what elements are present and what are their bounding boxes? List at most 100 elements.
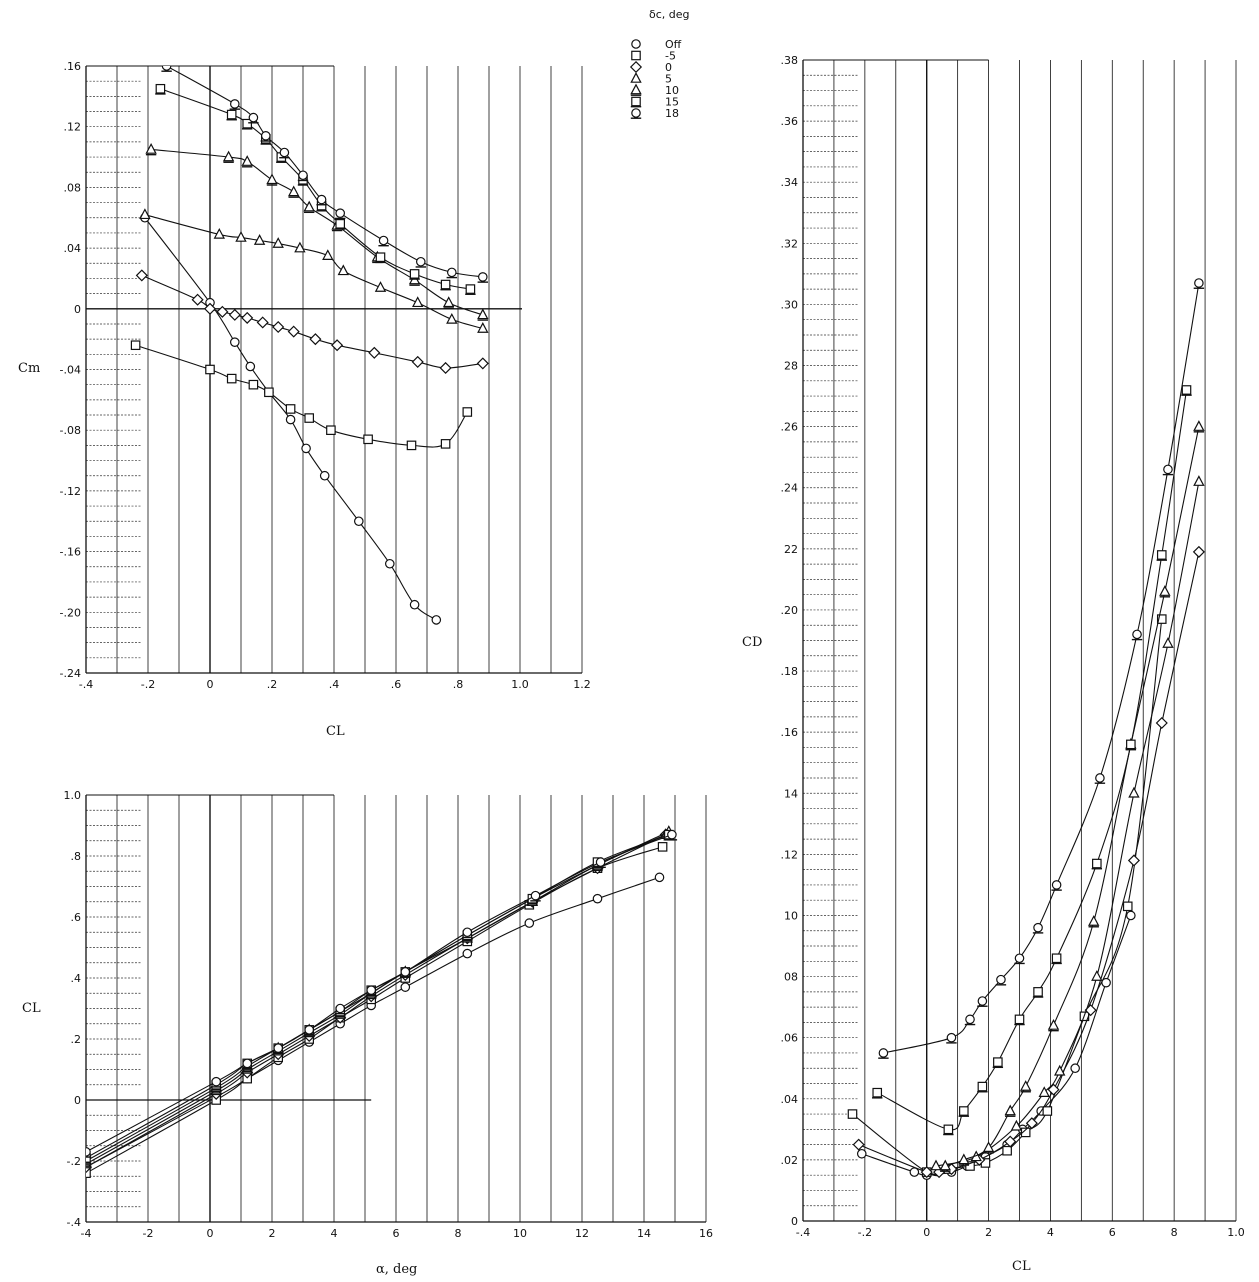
cd-point-15: [1032, 987, 1044, 998]
cm-point-10: [303, 200, 315, 214]
legend-label-0: 0: [665, 61, 672, 74]
cd-ytick-label: .38: [781, 54, 799, 67]
cl-point-18: [462, 927, 473, 939]
cm-point-18: [297, 170, 309, 182]
cd-point-0: [933, 1166, 946, 1179]
cl-xtick-label: 10: [513, 1227, 527, 1240]
cd-point-15: [992, 1057, 1004, 1069]
cm-point-18: [316, 194, 327, 206]
cl-point-18: [595, 857, 606, 868]
cm-point-5: [205, 364, 215, 375]
cd-xtick-label: 1.0: [1227, 1226, 1245, 1239]
cm-xlabel: CL: [326, 724, 345, 739]
cm-ylabel: Cm: [18, 361, 40, 376]
legend-marker-0: [629, 60, 643, 74]
cm-point-off: [431, 615, 442, 625]
cm-point-15: [440, 279, 451, 291]
cd-point-18: [1193, 278, 1205, 289]
cl-line-10: [86, 831, 670, 1162]
cd-point-10: [1088, 915, 1100, 928]
cd-point-5: [1054, 1064, 1066, 1076]
cd-ytick-label: .16: [781, 726, 799, 739]
cm-ytick-label: .16: [64, 60, 82, 73]
cm-point-5: [412, 296, 424, 308]
cl-ytick-label: .8: [71, 850, 82, 863]
cd-point-5: [1193, 475, 1205, 486]
cl-line-18: [86, 834, 673, 1153]
cm-point-off: [245, 361, 256, 372]
cd-ylabel: CD: [742, 635, 762, 650]
cd-point-0: [1127, 854, 1140, 867]
cm-series-0: [135, 269, 489, 375]
cd-point-18: [1032, 922, 1044, 934]
cm-point-5: [406, 440, 417, 451]
cl-point-5: [657, 842, 668, 852]
cm-series-off: [140, 212, 442, 625]
cm-xtick-label: -.2: [141, 678, 155, 691]
cd-point-5: [1042, 1106, 1053, 1116]
cl-xtick-label: 4: [331, 1227, 338, 1240]
cm-xtick-label: -.4: [79, 678, 93, 691]
cl-xtick-label: 14: [637, 1227, 651, 1240]
cl-line-15: [86, 834, 669, 1159]
legend-marker-18: [630, 108, 642, 119]
cd-ytick-label: .24: [781, 482, 799, 495]
cm-point-10: [145, 142, 157, 156]
cd-point-15: [958, 1106, 970, 1117]
cd-xtick-label: 2: [985, 1226, 992, 1239]
cm-point-10: [222, 150, 235, 163]
cl-plot: -4 -2 0 2 4 6 8 10 12 14 16 -.4 -.2 0 .2 .4 .6 .8 1.0 α, d…: [22, 789, 713, 1277]
cd-point-0: [920, 1166, 933, 1179]
cm-point-5: [264, 387, 274, 398]
cl-point-off: [592, 893, 603, 904]
cd-point-5: [1122, 901, 1133, 912]
cm-point-5: [139, 208, 151, 220]
cm-ytick-label: -.20: [60, 606, 81, 619]
cm-point-0: [216, 305, 229, 318]
cd-ytick-label: 08: [784, 971, 798, 984]
cd-line-5: [935, 481, 1200, 1167]
cd-ytick-label: 0: [791, 1215, 798, 1228]
cd-series-18: [878, 278, 1205, 1059]
cm-tick-labels: -.4 -.2 0.2.4.6.8 1.0 1.2-.24-.20-.16-.12-.0…: [60, 60, 591, 691]
cd-point-0: [1047, 1083, 1060, 1096]
cd-point-18: [946, 1032, 957, 1044]
cm-point-18: [378, 235, 389, 247]
cm-point-5: [294, 241, 306, 253]
cd-point-10: [958, 1153, 970, 1166]
cl-point-off: [654, 872, 665, 883]
cd-xtick-label: 8: [1171, 1226, 1178, 1239]
cl-point-18: [400, 967, 411, 978]
cd-series-off: [856, 910, 1136, 1180]
cm-point-18: [446, 267, 457, 279]
cm-point-5: [462, 407, 473, 417]
cl-ytick-label: .2: [71, 1033, 82, 1046]
cl-xtick-label: 6: [393, 1227, 400, 1240]
cd-point-5: [1010, 1119, 1023, 1131]
cd-point-5: [847, 1109, 858, 1119]
cl-point-18: [242, 1058, 253, 1070]
cd-series-15: [872, 385, 1192, 1136]
cm-point-0: [135, 269, 148, 282]
cm-point-18: [415, 256, 426, 268]
cm-point-5: [337, 264, 349, 276]
cd-point-18: [1131, 629, 1143, 641]
cl-point-off: [524, 918, 535, 928]
cm-point-0: [368, 346, 381, 359]
cm-plot: -.4 -.2 0.2.4.6.8 1.0 1.2-.24-.20-.16-.12-.0…: [18, 60, 591, 739]
cm-point-5: [253, 234, 266, 245]
cm-point-5: [446, 312, 458, 324]
cd-ytick-label: 10: [784, 909, 798, 922]
cl-line-off: [86, 876, 660, 1168]
cm-series: [130, 66, 489, 625]
cm-xtick-label: .2: [267, 678, 278, 691]
cm-point-15: [375, 252, 386, 264]
cl-xtick-label: 12: [575, 1227, 589, 1240]
cd-point-15: [1181, 385, 1192, 396]
cl-xtick-label: 0: [207, 1227, 214, 1240]
cl-line-5: [86, 834, 666, 1165]
cd-point-5: [930, 1159, 942, 1171]
cd-point-0: [1192, 545, 1205, 558]
